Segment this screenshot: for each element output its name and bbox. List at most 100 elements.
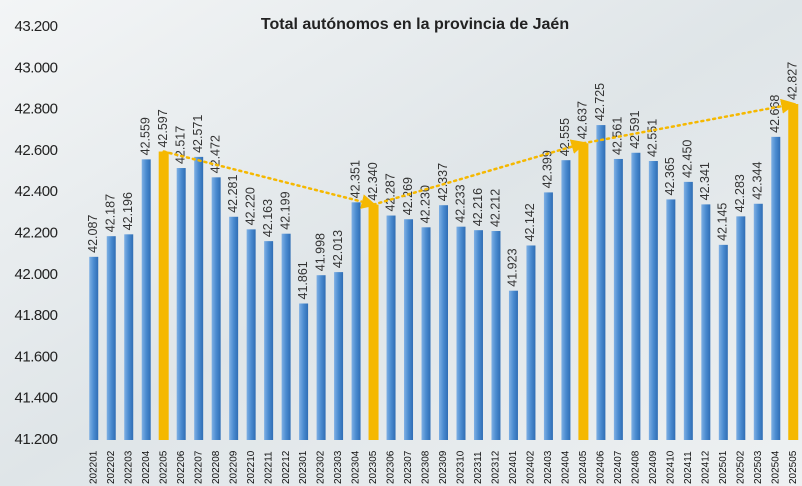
bar xyxy=(211,177,221,440)
value-label: 41.923 xyxy=(506,248,520,286)
bar xyxy=(543,192,553,440)
bar xyxy=(596,125,606,441)
value-label: 42.269 xyxy=(401,177,415,215)
value-label: 41.861 xyxy=(296,261,310,299)
value-label: 42.827 xyxy=(786,62,800,100)
x-tick-label: 202303 xyxy=(333,450,344,484)
chart-title: Total autónomos en la provincia de Jaén xyxy=(261,16,569,33)
bar xyxy=(368,204,379,440)
bar xyxy=(771,136,781,440)
value-label: 42.013 xyxy=(331,230,345,268)
value-label: 42.233 xyxy=(453,184,467,222)
x-tick-label: 202401 xyxy=(508,450,519,484)
bar xyxy=(578,143,589,440)
x-tick-label: 202406 xyxy=(596,450,607,484)
x-tick-label: 202210 xyxy=(246,450,257,484)
value-label: 42.187 xyxy=(104,194,118,232)
y-tick-label: 42.600 xyxy=(15,142,58,159)
bar xyxy=(613,158,623,441)
bar xyxy=(788,104,799,440)
value-label: 42.340 xyxy=(366,162,380,200)
y-tick-label: 41.400 xyxy=(15,390,58,407)
value-label: 42.591 xyxy=(628,110,642,148)
trend-line xyxy=(162,150,377,209)
x-tick-label: 202205 xyxy=(158,450,169,484)
value-label: 42.196 xyxy=(121,192,135,230)
value-label: 42.199 xyxy=(278,191,292,229)
x-tick-label: 202404 xyxy=(561,450,572,484)
x-tick-label: 202402 xyxy=(526,450,537,484)
value-label: 42.344 xyxy=(751,161,765,199)
value-label: 42.281 xyxy=(226,174,240,212)
value-label: 42.399 xyxy=(541,150,555,188)
bar xyxy=(386,215,396,440)
x-tick-label: 202411 xyxy=(683,451,694,484)
bar xyxy=(176,168,186,441)
bar xyxy=(316,275,326,440)
value-label: 42.517 xyxy=(173,126,187,164)
bar xyxy=(264,241,274,440)
value-label: 42.668 xyxy=(768,95,782,133)
bar xyxy=(299,303,309,440)
bar xyxy=(508,290,518,440)
bar xyxy=(666,199,676,440)
bar xyxy=(404,219,414,440)
value-label: 42.287 xyxy=(383,173,397,211)
y-tick-label: 43.200 xyxy=(15,18,58,35)
x-tick-label: 202202 xyxy=(106,450,117,484)
value-label: 42.337 xyxy=(436,163,450,201)
bar xyxy=(561,160,571,440)
x-tick-label: 202502 xyxy=(735,450,746,484)
bar xyxy=(631,152,641,441)
bar xyxy=(421,227,431,440)
value-label: 42.637 xyxy=(576,101,590,139)
x-tick-label: 202302 xyxy=(316,450,327,484)
value-label: 42.220 xyxy=(243,187,257,225)
bar xyxy=(701,204,711,440)
y-tick-label: 42.800 xyxy=(15,101,58,118)
bar xyxy=(456,226,466,440)
x-tick-label: 202409 xyxy=(648,450,659,484)
x-tick-label: 202207 xyxy=(193,450,204,484)
x-tick-label: 202308 xyxy=(421,450,432,484)
value-label: 42.145 xyxy=(716,203,730,241)
x-tick-label: 202206 xyxy=(176,450,187,484)
bar xyxy=(281,233,291,440)
x-tick-label: 202212 xyxy=(281,450,292,484)
value-label: 42.559 xyxy=(139,117,153,155)
x-tick-label: 202209 xyxy=(228,450,239,484)
x-tick-label: 202310 xyxy=(456,450,467,484)
bar xyxy=(194,156,204,441)
bar xyxy=(439,205,448,440)
bar xyxy=(246,229,256,440)
value-label: 41.998 xyxy=(313,233,327,271)
bar xyxy=(158,151,169,440)
x-tick-label: 202403 xyxy=(543,450,554,484)
bar xyxy=(351,202,361,440)
y-tick-label: 43.000 xyxy=(15,59,58,76)
value-label: 42.571 xyxy=(191,115,205,153)
y-tick-label: 42.200 xyxy=(15,224,58,241)
value-label: 42.365 xyxy=(663,157,677,195)
x-tick-label: 202503 xyxy=(753,450,764,484)
x-tick-label: 202305 xyxy=(368,450,379,484)
value-label: 42.551 xyxy=(646,119,660,157)
bar xyxy=(683,181,693,440)
value-label: 42.230 xyxy=(418,185,432,223)
value-label: 42.351 xyxy=(348,160,362,198)
y-tick-label: 42.400 xyxy=(15,183,58,200)
x-tick-label: 202307 xyxy=(403,450,414,484)
x-tick-label: 202312 xyxy=(491,450,502,484)
y-tick-label: 41.600 xyxy=(15,348,58,365)
bar xyxy=(334,272,344,440)
x-tick-label: 202408 xyxy=(631,450,642,484)
y-tick-label: 41.800 xyxy=(15,307,58,324)
x-tick-label: 202203 xyxy=(123,450,134,484)
x-tick-label: 202304 xyxy=(351,450,362,484)
bar xyxy=(526,245,536,440)
x-tick-label: 202412 xyxy=(700,450,711,484)
bar xyxy=(229,216,239,440)
value-label: 42.561 xyxy=(611,117,625,155)
bar xyxy=(141,159,151,440)
